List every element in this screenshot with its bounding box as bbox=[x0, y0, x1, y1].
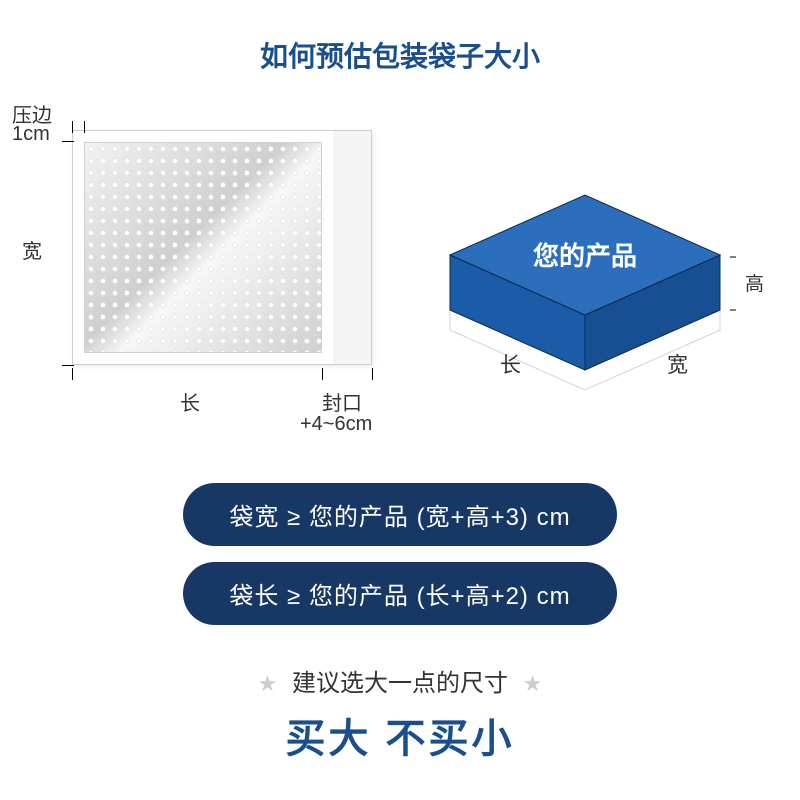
product-box: 您的产品 高 长 宽 bbox=[415, 120, 755, 400]
formula-width-pill: 袋宽 ≥ 您的产品 (宽+高+3) cm bbox=[183, 483, 616, 546]
formula-length-pill: 袋长 ≥ 您的产品 (长+高+2) cm bbox=[183, 562, 616, 625]
bag-tick bbox=[72, 368, 73, 380]
product-width-label: 宽 bbox=[667, 354, 688, 377]
advice-line-1: ★ 建议选大一点的尺寸 ★ bbox=[0, 663, 800, 698]
bag-width-label: 宽 bbox=[22, 235, 42, 264]
bag-tick bbox=[322, 368, 323, 380]
bag-tick bbox=[62, 365, 74, 366]
diagram-stage: 压边 1cm 宽 长 封口 +4~6cm 您的产品 高 长 宽 bbox=[0, 75, 800, 455]
bag-tick bbox=[84, 121, 85, 133]
bag-tick bbox=[72, 121, 73, 133]
formula-pills: 袋宽 ≥ 您的产品 (宽+高+3) cm 袋长 ≥ 您的产品 (长+高+2) c… bbox=[0, 475, 800, 633]
advice-line-2: 买大 不买小 bbox=[0, 706, 800, 764]
bag-edge-value: 1cm bbox=[12, 123, 50, 146]
product-length-label: 长 bbox=[500, 354, 521, 377]
star-icon: ★ bbox=[258, 671, 278, 696]
bag-tick bbox=[372, 368, 373, 380]
bag-length-label: 长 bbox=[180, 387, 200, 416]
page-title: 如何预估包装袋子大小 bbox=[0, 0, 800, 75]
bag-seal-value: +4~6cm bbox=[300, 413, 372, 436]
product-height-label: 高 bbox=[745, 273, 764, 295]
bag-seal-label: 封口 bbox=[322, 387, 362, 416]
product-label: 您的产品 bbox=[533, 241, 637, 271]
star-icon: ★ bbox=[523, 671, 543, 696]
advice-text-1: 建议选大一点的尺寸 bbox=[292, 670, 508, 697]
bag-diagram bbox=[72, 130, 372, 365]
bag-tick bbox=[62, 141, 74, 142]
bag-bubble-area bbox=[84, 142, 322, 353]
